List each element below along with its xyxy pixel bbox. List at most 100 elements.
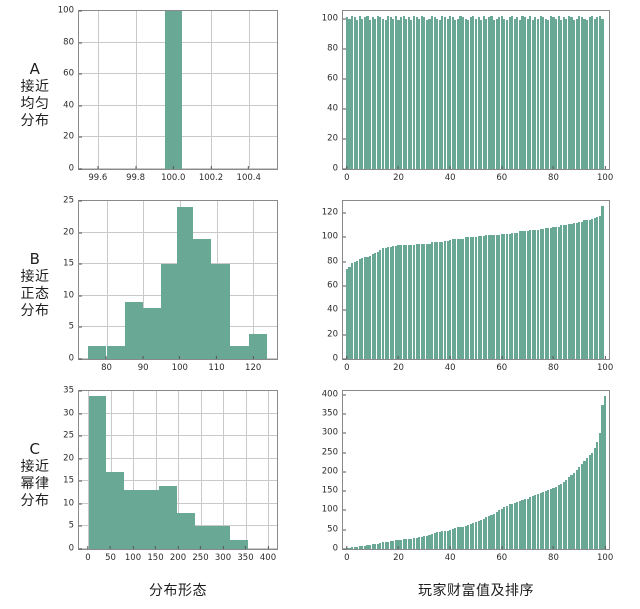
- x-tick-label: 50: [105, 546, 116, 563]
- wealth-bar: [495, 18, 498, 169]
- x-tick-label: 100: [597, 166, 613, 183]
- histogram-bar: [124, 490, 142, 549]
- xaxis-title-left: 分布形态: [149, 583, 207, 599]
- wealth-bar: [516, 232, 519, 359]
- y-tick-mark: [79, 458, 82, 460]
- y-tick-label: 50: [327, 525, 346, 534]
- wealth-bar: [578, 221, 581, 359]
- x-tick-label: 0: [344, 546, 350, 563]
- wealth-bar: [392, 245, 395, 359]
- wealth-bar: [474, 18, 478, 169]
- wealth-bar: [477, 17, 480, 169]
- wealth-bar: [397, 20, 400, 169]
- x-tick-label: 100.4: [237, 166, 261, 183]
- wealth-bar: [371, 544, 374, 549]
- wealth-bar: [400, 539, 403, 549]
- wealth-bar: [454, 20, 457, 169]
- wealth-bar: [402, 244, 405, 359]
- wealth-bar: [500, 15, 503, 169]
- x-tick-label: 20: [393, 546, 404, 563]
- wealth-bar: [415, 17, 418, 169]
- wealth-bar: [575, 222, 578, 359]
- wealth-bar: [392, 540, 395, 549]
- wealth-bar: [345, 269, 348, 359]
- gridline-vertical: [211, 11, 212, 169]
- wealth-bar: [379, 17, 382, 169]
- wealth-bar: [418, 537, 421, 549]
- wealth-bar: [441, 531, 444, 549]
- x-tick-label: 90: [138, 356, 149, 373]
- wealth-bar: [387, 15, 390, 169]
- wealth-bar: [513, 18, 516, 169]
- wealth-bar: [379, 543, 382, 549]
- wealth-bar: [446, 241, 449, 359]
- wealth-bar: [534, 230, 537, 359]
- wealth-bar: [521, 231, 524, 359]
- y-tick-label: 0: [333, 164, 346, 174]
- y-tick-label: 25: [63, 196, 82, 206]
- wealth-bar: [490, 515, 493, 549]
- x-tick-label: 200: [170, 546, 186, 563]
- y-tick-label: 200: [322, 467, 346, 476]
- wealth-bar: [381, 542, 385, 549]
- x-tick-label: 350: [237, 546, 254, 563]
- wealth-bar: [366, 256, 369, 359]
- x-tick-mark: [132, 546, 134, 549]
- y-tick-mark: [79, 295, 82, 297]
- wealth-bar: [529, 15, 532, 169]
- wealth-bar: [575, 18, 578, 169]
- y-tick-mark: [79, 168, 82, 170]
- y-tick-label: 350: [322, 409, 346, 419]
- wealth-bar: [585, 220, 589, 359]
- wealth-bar: [464, 18, 467, 169]
- wealth-bar: [394, 540, 397, 549]
- y-tick-mark: [343, 334, 346, 336]
- wealth-bar: [456, 18, 459, 169]
- wealth-bar: [573, 222, 576, 359]
- y-tick-label: 100: [322, 14, 346, 23]
- x-tick-mark: [398, 356, 400, 359]
- x-tick-mark: [142, 356, 144, 359]
- wealth-bar: [482, 236, 485, 359]
- y-tick-mark: [343, 548, 346, 550]
- wealth-bar: [562, 481, 565, 549]
- x-tick-mark: [604, 356, 606, 359]
- y-tick-label: 300: [322, 428, 346, 438]
- y-tick-mark: [79, 548, 82, 550]
- wealth-bar: [456, 527, 459, 549]
- row-label-b: B 接近 正态 分布: [0, 190, 70, 380]
- wealth-bar: [356, 260, 359, 359]
- y-tick-mark: [79, 200, 82, 202]
- wealth-bar: [397, 539, 400, 549]
- wealth-bar: [467, 237, 470, 359]
- x-tick-mark: [154, 546, 156, 549]
- y-tick-label: 60: [327, 74, 346, 83]
- y-tick-mark: [79, 263, 82, 265]
- wealth-bar: [552, 226, 555, 359]
- wealth-bar: [529, 497, 532, 549]
- wealth-bar: [503, 18, 506, 169]
- y-tick-label: 20: [327, 330, 346, 339]
- histogram-bar: [159, 485, 178, 549]
- row-caption-a-line2: 均匀: [20, 96, 50, 112]
- row-caption-b-line2: 正态: [20, 286, 50, 302]
- y-tick-mark: [79, 435, 82, 437]
- y-tick-label: 100: [58, 6, 82, 16]
- wealth-bar: [567, 224, 571, 359]
- wealth-bar: [536, 18, 540, 169]
- row-caption-b-line3: 分布: [20, 303, 50, 319]
- wealth-bar: [474, 237, 478, 359]
- wealth-bar: [384, 542, 387, 549]
- wealth-bar: [423, 536, 426, 549]
- wealth-bar: [464, 525, 467, 549]
- wealth-bar: [567, 477, 571, 549]
- x-tick-mark: [109, 546, 111, 549]
- wealth-bar: [369, 544, 372, 549]
- wealth-bar: [518, 501, 521, 549]
- x-tick-label: 400: [260, 546, 276, 563]
- axes-b-left: 0 5 10 15 20 25 80 90 100 110 120: [63, 196, 278, 373]
- gridline-vertical: [133, 391, 134, 549]
- wealth-bar: [381, 248, 385, 359]
- row-letter-b: B: [29, 250, 41, 268]
- x-tick-label: 20: [393, 356, 404, 373]
